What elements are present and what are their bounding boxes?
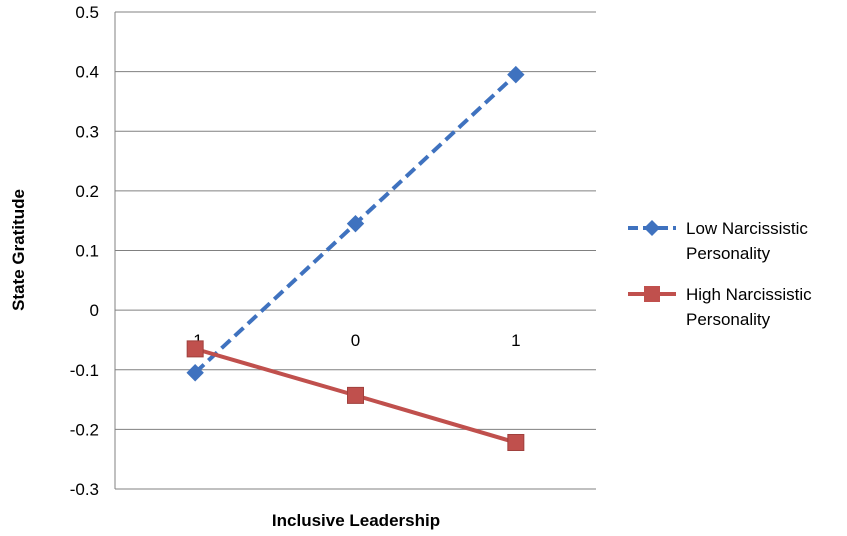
grid-lines (115, 11, 596, 490)
y-axis-title: State Gratitude (9, 189, 28, 311)
data-point-diamond (186, 364, 204, 382)
x-tick-label: 1 (511, 331, 520, 350)
y-tick-label: -0.1 (70, 361, 99, 380)
y-tick-label: 0.1 (75, 242, 99, 261)
y-tick-labels: 0.5 0.4 0.3 0.2 0.1 0 -0.1 -0.2 -0.3 (70, 3, 99, 499)
data-point-diamond (346, 214, 365, 233)
y-tick-label: 0.5 (75, 3, 99, 22)
series-layer (186, 65, 525, 451)
legend-label: Personality (686, 310, 771, 329)
x-tick-label: 0 (351, 331, 360, 350)
legend-label: Personality (686, 244, 771, 263)
data-point-square (186, 340, 204, 358)
legend: Low Narcissistic Personality High Narcissi… (628, 219, 812, 329)
x-axis-title: Inclusive Leadership (272, 511, 440, 530)
y-tick-label: -0.2 (70, 420, 99, 439)
data-point-square (347, 386, 364, 404)
y-tick-label: 0.2 (75, 182, 99, 201)
y-tick-label: 0.3 (75, 122, 99, 141)
y-tick-label: -0.3 (70, 480, 99, 499)
data-point-diamond (507, 65, 525, 84)
data-point-square (507, 433, 525, 451)
legend-label: Low Narcissistic (686, 219, 808, 238)
legend-marker-square (644, 286, 660, 302)
legend-label: High Narcissistic (686, 285, 812, 304)
y-tick-label: 0 (90, 301, 99, 320)
y-tick-label: 0.4 (75, 63, 99, 82)
legend-marker-diamond (644, 220, 660, 236)
